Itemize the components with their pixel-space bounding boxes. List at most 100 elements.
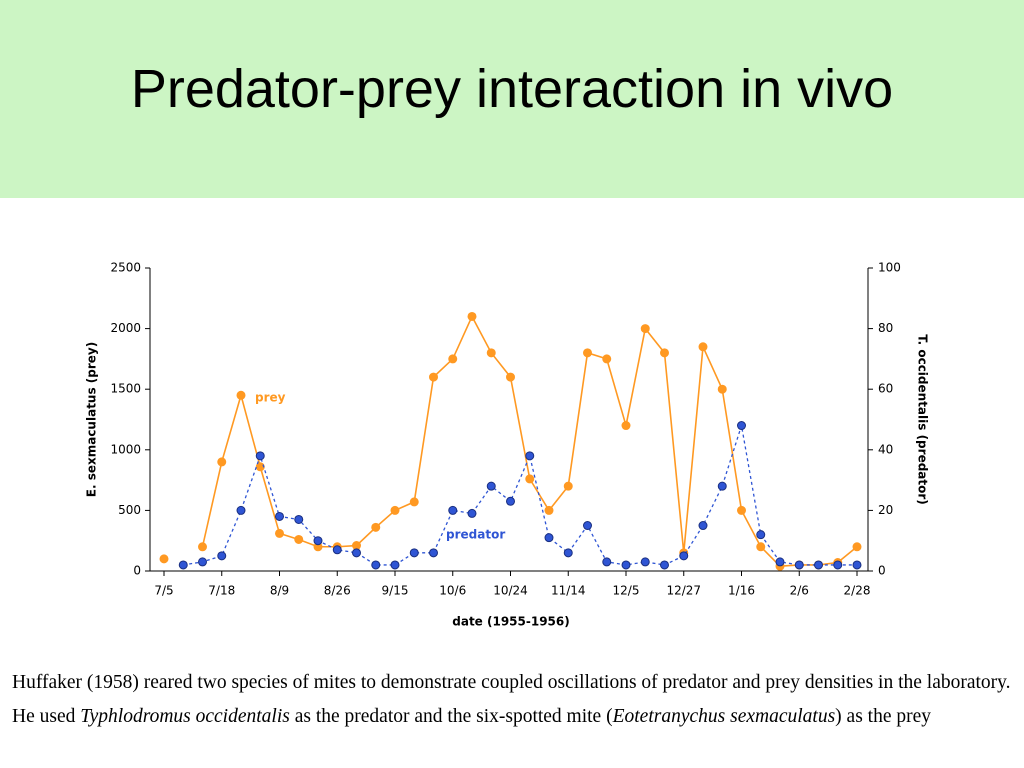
data-point (159, 554, 169, 564)
data-point (583, 348, 592, 358)
data-point (313, 536, 323, 546)
data-point (217, 551, 227, 561)
y2-tick-label: 100 (878, 261, 901, 275)
data-point (275, 528, 284, 538)
y2-tick-label: 40 (878, 442, 893, 456)
y-tick-label: 500 (118, 503, 141, 517)
data-point (294, 514, 304, 524)
data-point (332, 545, 342, 555)
data-point (717, 481, 727, 491)
slide-title: Predator-prey interaction in vivo (130, 59, 894, 119)
data-point (640, 557, 650, 567)
y2-tick-label: 20 (878, 503, 893, 517)
data-point (544, 533, 554, 543)
data-point (467, 508, 477, 518)
series-label: predator (446, 528, 505, 542)
x-tick-label: 7/5 (154, 584, 173, 598)
data-point (371, 560, 381, 570)
y-tick-label: 1000 (110, 442, 141, 456)
data-point (525, 474, 535, 484)
data-point (814, 560, 823, 570)
data-point (660, 560, 669, 570)
data-point (852, 560, 862, 570)
data-point (448, 505, 458, 515)
data-point (275, 511, 284, 521)
data-point (602, 557, 612, 567)
data-point (429, 548, 438, 558)
y-tick-label: 2500 (110, 261, 141, 275)
data-point (698, 521, 708, 531)
data-point (486, 348, 496, 358)
x-tick-label: 9/15 (382, 584, 409, 598)
data-point (621, 421, 631, 431)
series-label: prey (255, 391, 286, 405)
x-tick-label: 10/6 (439, 584, 466, 598)
data-point (737, 505, 746, 515)
header-band (0, 0, 1024, 198)
y2-tick-label: 60 (878, 382, 893, 396)
data-point (621, 560, 631, 570)
caption: Huffaker (1958) reared two species of mi… (12, 666, 1012, 734)
data-point (352, 548, 361, 558)
y-axis-label: E. sexmaculatus (prey) (85, 342, 99, 497)
x-tick-label: 7/18 (208, 584, 235, 598)
data-point (640, 324, 650, 334)
y-tick-label: 1500 (110, 382, 141, 396)
caption-species: Eotetranychus sexmaculatus (612, 706, 836, 727)
chart: 0 500 1000 1500 2000 2500 0 20 40 60 80 100 7/5 7/18 8… (85, 261, 930, 629)
data-point (602, 354, 612, 364)
x-tick-label: 2/6 (790, 584, 809, 598)
data-point (255, 451, 265, 461)
data-point (486, 481, 496, 491)
data-point (660, 348, 669, 358)
y-tick-label: 2000 (110, 321, 141, 335)
data-point (563, 481, 573, 491)
data-point (775, 557, 785, 567)
caption-text: as the predator and the six-spotted mite… (289, 706, 613, 727)
data-point (756, 530, 766, 540)
caption-text: ) as the prey (835, 706, 932, 727)
data-point (294, 534, 304, 544)
x-tick-label: 8/9 (270, 584, 289, 598)
data-point (506, 496, 515, 506)
data-point (448, 354, 458, 364)
x-tick-label: 1/16 (728, 584, 755, 598)
x-tick-label: 12/5 (613, 584, 640, 598)
x-tick-label: 12/27 (666, 584, 701, 598)
data-point (429, 372, 438, 382)
data-point (698, 342, 708, 352)
series-line (183, 425, 857, 566)
data-point (178, 560, 188, 570)
data-point (506, 372, 515, 382)
data-point (756, 542, 766, 552)
data-point (833, 560, 843, 570)
data-point (525, 451, 535, 461)
data-point (390, 560, 400, 570)
caption-text: Huffaker (1958) reared two species of mi… (12, 672, 1011, 727)
data-point (467, 311, 477, 321)
data-point (852, 542, 862, 552)
data-point (371, 522, 381, 532)
y-tick-label: 0 (133, 564, 141, 578)
data-point (198, 542, 207, 552)
data-point (717, 384, 727, 394)
data-point (583, 521, 592, 531)
data-point (198, 557, 207, 567)
y2-tick-label: 0 (878, 564, 886, 578)
data-point (409, 497, 419, 507)
x-tick-label: 11/14 (551, 584, 586, 598)
data-point (544, 505, 554, 515)
x-tick-label: 2/28 (844, 584, 871, 598)
y2-axis-label: T. occidentalis (predator) (916, 334, 930, 505)
data-point (794, 560, 804, 570)
x-tick-label: 8/26 (324, 584, 351, 598)
data-point (236, 390, 246, 400)
series-line (201, 314, 858, 567)
data-point (679, 551, 689, 561)
data-point (390, 505, 400, 515)
y2-tick-label: 80 (878, 321, 893, 335)
x-tick-label: 10/24 (493, 584, 528, 598)
data-point (217, 457, 227, 467)
data-point (563, 548, 573, 558)
